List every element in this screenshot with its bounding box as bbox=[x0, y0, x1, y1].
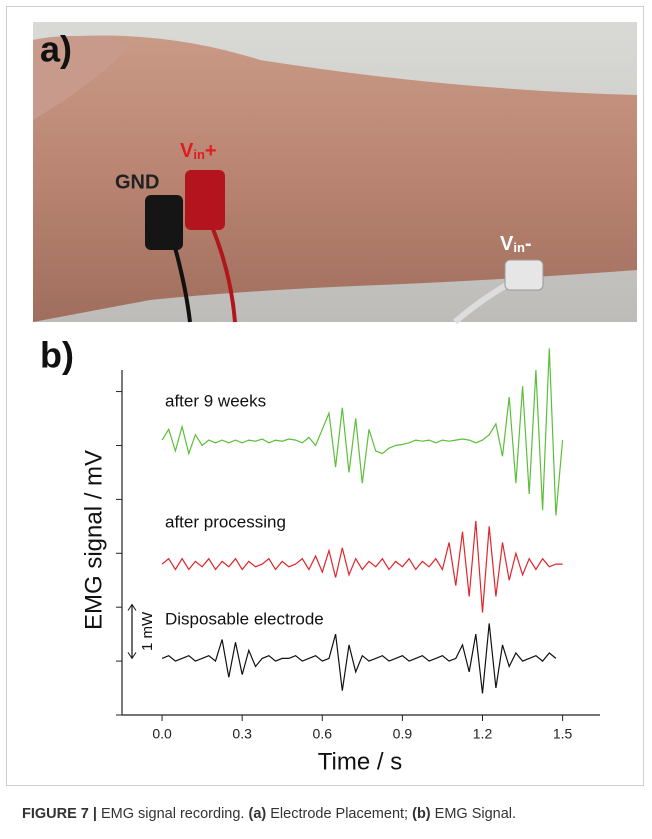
panel-label: a) bbox=[40, 29, 72, 70]
arrow-head bbox=[127, 652, 137, 660]
photo: a) GND Vin+ Vin- bbox=[33, 22, 637, 325]
x-tick-label: 0.3 bbox=[232, 726, 252, 742]
sub: in bbox=[193, 147, 205, 162]
series-label: after 9 weeks bbox=[165, 391, 266, 410]
suffix: - bbox=[525, 233, 532, 255]
arrow-head bbox=[127, 603, 137, 611]
caption-text: EMG signal recording. bbox=[101, 806, 245, 822]
x-tick-label: 1.2 bbox=[473, 726, 493, 742]
series-label: Disposable electrode bbox=[165, 609, 324, 628]
x-tick-label: 0.9 bbox=[393, 726, 413, 742]
caption-text: EMG Signal. bbox=[434, 806, 517, 822]
signal-line bbox=[161, 348, 564, 516]
gnd-label: GND bbox=[115, 171, 159, 193]
figure-frame bbox=[6, 6, 644, 786]
panel-label: b) bbox=[40, 335, 74, 376]
vin-plus-label: Vin+ bbox=[180, 140, 217, 162]
suffix: + bbox=[205, 140, 217, 162]
vin-minus-label: Vin- bbox=[500, 233, 532, 255]
v: V bbox=[180, 140, 194, 162]
x-tick-label: 0.6 bbox=[313, 726, 333, 742]
x-tick-label: 0.0 bbox=[152, 726, 172, 742]
caption-label: FIGURE 7 | bbox=[22, 806, 97, 822]
signal-line bbox=[161, 520, 563, 613]
scale-bar-label: 1 mW bbox=[139, 611, 156, 651]
caption-text: Electrode Placement; bbox=[270, 806, 409, 822]
v: V bbox=[500, 233, 514, 255]
y-axis-label: EMG signal / mV bbox=[80, 450, 107, 630]
caption: FIGURE 7 | EMG signal recording. (a) Ele… bbox=[22, 806, 516, 822]
caption-tag: (a) bbox=[248, 806, 267, 822]
caption-tag: (b) bbox=[412, 806, 431, 822]
x-axis-label: Time / s bbox=[318, 748, 402, 775]
figure: a) GND Vin+ Vin- b) EMG signal / mV Time… bbox=[33, 22, 637, 775]
series-label: after processing bbox=[165, 512, 286, 531]
signal-line bbox=[161, 623, 557, 694]
x-tick-label: 1.5 bbox=[553, 726, 573, 742]
sub: in bbox=[513, 240, 525, 255]
